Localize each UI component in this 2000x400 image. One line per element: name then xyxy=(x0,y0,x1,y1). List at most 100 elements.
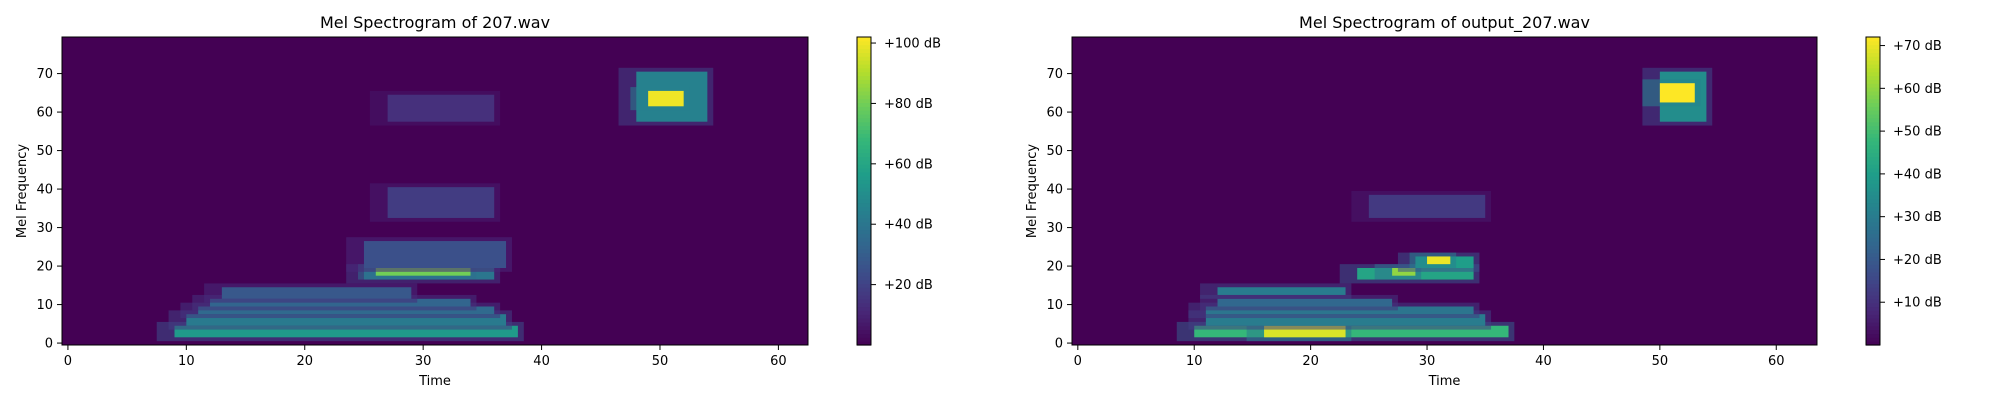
colorbar-segment xyxy=(857,90,871,96)
y-tick-label: 50 xyxy=(36,144,53,159)
colorbar-segment xyxy=(857,314,871,319)
colorbar-segment xyxy=(1866,144,1880,150)
colorbar-segment xyxy=(1866,179,1880,184)
colorbar-segment xyxy=(1866,198,1880,204)
colorbar-segment xyxy=(1866,40,1880,46)
colorbar-segment xyxy=(857,40,871,46)
colorbar-segment xyxy=(857,256,871,261)
colorbar-segment xyxy=(857,279,871,284)
colorbar-segment xyxy=(857,87,871,92)
colorbar-segment xyxy=(1866,202,1880,207)
colorbar-segment xyxy=(857,260,871,265)
x-tick-label: 0 xyxy=(1074,354,1082,369)
x-tick-label: 10 xyxy=(1186,354,1203,369)
colorbar-segment xyxy=(857,225,871,231)
y-tick-label: 60 xyxy=(36,106,53,121)
colorbar-segment xyxy=(857,148,871,154)
colorbar-segment xyxy=(1866,75,1880,80)
colorbar-segment xyxy=(857,271,871,277)
colorbar-segment xyxy=(1866,87,1880,92)
colorbar-segment xyxy=(857,44,871,50)
colorbar-segment xyxy=(857,114,871,119)
colorbar-segment xyxy=(1866,137,1880,142)
colorbar-segment xyxy=(857,110,871,115)
y-axis-label: Mel Frequency xyxy=(15,144,30,238)
colorbar-segment xyxy=(857,302,871,308)
y-tick-label: 50 xyxy=(1046,144,1063,159)
colorbar-segment xyxy=(1866,314,1880,319)
colorbar-segment xyxy=(1866,306,1880,311)
colorbar-segment xyxy=(857,237,871,242)
colorbar-segment xyxy=(857,341,871,346)
heatmap-cell xyxy=(1368,194,1486,218)
colorbar-segment xyxy=(857,183,871,188)
colorbar-segment xyxy=(857,83,871,88)
colorbar-segment xyxy=(1866,125,1880,130)
colorbar-segment xyxy=(1866,229,1880,234)
colorbar-segment xyxy=(1866,287,1880,292)
colorbar-segment xyxy=(857,206,871,211)
x-tick-label: 40 xyxy=(1535,354,1552,369)
y-tick-label: 40 xyxy=(1046,183,1063,198)
y-tick-label: 40 xyxy=(36,183,53,198)
colorbar-segment xyxy=(857,125,871,130)
colorbar-segment xyxy=(1866,90,1880,96)
colorbar-segment xyxy=(857,264,871,269)
heatmap-cell xyxy=(387,187,495,218)
colorbar-segment xyxy=(1866,237,1880,242)
axes-frame xyxy=(61,36,809,346)
colorbar-segment xyxy=(857,325,871,331)
colorbar-segment xyxy=(857,75,871,80)
colorbar-segment xyxy=(857,98,871,104)
colorbar-segment xyxy=(857,160,871,165)
colorbar-segment xyxy=(1866,294,1880,300)
colorbar-segment xyxy=(1866,217,1880,223)
colorbar-tick-label: +70 dB xyxy=(1893,39,1942,54)
colorbar-segment xyxy=(1866,160,1880,165)
colorbar-segment xyxy=(1866,52,1880,57)
colorbar-frame xyxy=(1865,36,1881,346)
heatmap-cell xyxy=(1264,325,1346,338)
colorbar-tick-label: +40 dB xyxy=(1893,167,1942,182)
colorbar-segment xyxy=(857,287,871,292)
colorbar-segment xyxy=(857,210,871,215)
heatmap-cell xyxy=(1205,314,1486,326)
y-axis-label: Mel Frequency xyxy=(1025,144,1040,238)
colorbar-segment xyxy=(1866,191,1880,196)
colorbar-segment xyxy=(1866,106,1880,111)
x-tick-label: 50 xyxy=(1652,354,1669,369)
heatmap-cell xyxy=(186,314,507,326)
colorbar-segment xyxy=(1866,183,1880,188)
colorbar-segment xyxy=(1866,333,1880,338)
colorbar-segment xyxy=(857,329,871,335)
heatmap-cell xyxy=(648,90,684,107)
colorbar-segment xyxy=(1866,279,1880,284)
colorbar-segment xyxy=(857,37,871,42)
x-tick-label: 40 xyxy=(533,354,550,369)
colorbar-segment xyxy=(857,191,871,196)
colorbar-segment xyxy=(1866,94,1880,100)
colorbar-segment xyxy=(857,79,871,84)
colorbar-segment xyxy=(1866,298,1880,304)
colorbar-segment xyxy=(1866,79,1880,84)
colorbar-segment xyxy=(1866,221,1880,227)
y-tick-label: 30 xyxy=(36,221,53,236)
x-tick-label: 30 xyxy=(415,354,432,369)
colorbar-segment xyxy=(1866,114,1880,119)
colorbar-segment xyxy=(1866,156,1880,161)
colorbar-segment xyxy=(1866,271,1880,277)
colorbar-tick-label: +20 dB xyxy=(1893,253,1942,268)
colorbar-segment xyxy=(1866,210,1880,215)
colorbar-segment xyxy=(857,318,871,323)
colorbar-segment xyxy=(1866,187,1880,192)
colorbar-segment xyxy=(857,248,871,254)
x-axis-label: Time xyxy=(418,374,451,389)
colorbar-segment xyxy=(1866,337,1880,342)
colorbar-segment xyxy=(1866,325,1880,331)
y-tick-label: 0 xyxy=(45,337,53,352)
heatmap-cell xyxy=(1427,256,1451,265)
colorbar-segment xyxy=(1866,248,1880,254)
colorbar-segment xyxy=(1866,321,1880,327)
colorbar: +10 dB +20 dB +30 dB +40 dB +50 dB +60 dB +70 … xyxy=(1865,36,1942,346)
x-tick-label: 60 xyxy=(1768,354,1785,369)
